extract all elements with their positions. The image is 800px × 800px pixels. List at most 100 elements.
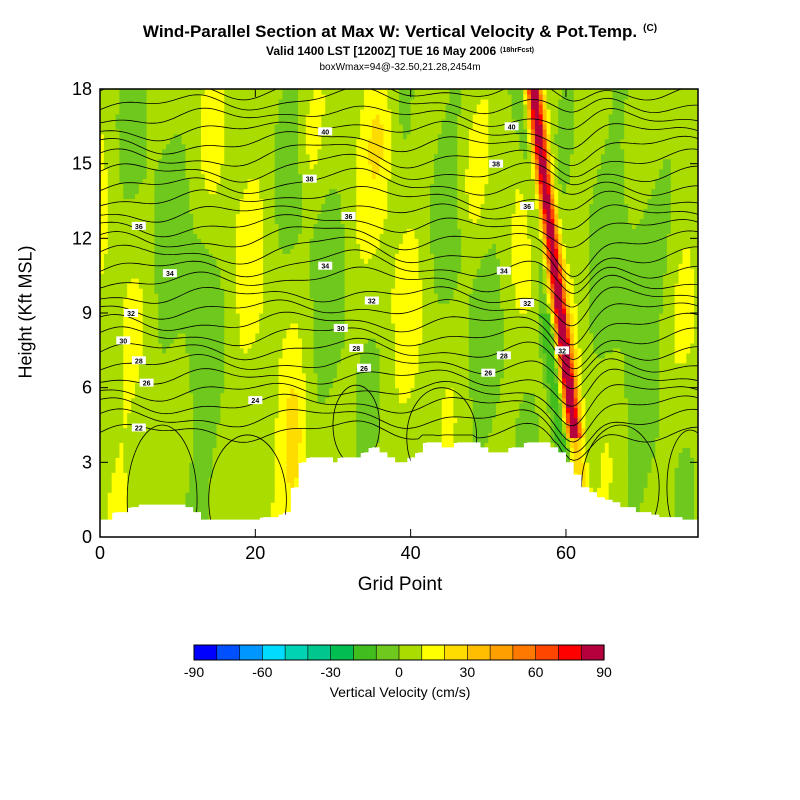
velocity-cell (255, 308, 260, 314)
velocity-cell (243, 308, 249, 314)
velocity-cell (107, 153, 113, 160)
velocity-cell (142, 492, 148, 498)
velocity-cell (228, 467, 233, 473)
velocity-cell (228, 123, 233, 130)
velocity-cell (309, 372, 315, 379)
velocity-cell (162, 143, 167, 150)
velocity-cell (127, 412, 132, 419)
velocity-cell (232, 462, 237, 468)
velocity-cell (193, 278, 198, 284)
velocity-cell (162, 173, 167, 180)
velocity-cell (134, 372, 140, 379)
velocity-cell (317, 173, 322, 180)
velocity-cell (212, 268, 218, 274)
velocity-cell (259, 308, 264, 314)
velocity-cell (313, 432, 319, 439)
velocity-cell (107, 397, 113, 404)
velocity-cell (197, 442, 202, 448)
velocity-cell (111, 168, 117, 175)
velocity-cell (325, 243, 330, 249)
velocity-cell (189, 173, 194, 180)
velocity-cell (150, 178, 155, 185)
velocity-cell (146, 457, 152, 463)
velocity-cell (200, 233, 206, 239)
velocity-cell (193, 268, 198, 274)
velocity-cell (224, 512, 229, 518)
velocity-cell (173, 442, 179, 448)
velocity-cell (325, 168, 330, 175)
velocity-cell (100, 89, 105, 95)
velocity-cell (259, 163, 264, 170)
velocity-cell (251, 248, 256, 254)
velocity-cell (266, 203, 272, 210)
velocity-cell (197, 407, 202, 414)
velocity-cell (100, 173, 105, 180)
velocity-cell (274, 138, 280, 145)
velocity-cell (259, 477, 264, 483)
velocity-cell (185, 213, 190, 220)
velocity-cell (224, 163, 229, 170)
velocity-cell (212, 183, 218, 190)
velocity-cell (309, 168, 315, 175)
velocity-cell (131, 337, 136, 344)
velocity-cell (169, 447, 175, 453)
velocity-cell (290, 133, 295, 140)
velocity-cell (224, 387, 229, 394)
velocity-cell (224, 89, 229, 95)
velocity-cell (146, 158, 152, 165)
velocity-cell (100, 213, 105, 220)
velocity-cell (177, 462, 183, 468)
velocity-cell (166, 288, 171, 294)
velocity-cell (266, 427, 272, 434)
velocity-cell (146, 108, 152, 115)
velocity-cell (294, 442, 299, 448)
velocity-cell (154, 392, 159, 399)
velocity-cell (216, 183, 221, 190)
velocity-cell (216, 352, 221, 359)
velocity-cell (290, 108, 295, 115)
velocity-cell (166, 377, 171, 384)
velocity-cell (216, 417, 221, 424)
velocity-cell (298, 148, 303, 155)
velocity-cell (100, 497, 105, 503)
velocity-cell (255, 447, 260, 453)
velocity-cell (278, 213, 284, 220)
velocity-cell (111, 507, 117, 513)
velocity-cell (166, 337, 171, 344)
velocity-cell (313, 233, 319, 239)
velocity-cell (282, 168, 287, 175)
velocity-cell (247, 298, 253, 304)
velocity-cell (134, 218, 140, 224)
velocity-cell (309, 367, 315, 374)
velocity-cell (220, 347, 225, 354)
velocity-cell (200, 198, 206, 205)
velocity-cell (150, 457, 155, 463)
velocity-cell (216, 89, 221, 95)
velocity-cell (255, 208, 260, 215)
velocity-cell (181, 123, 187, 130)
velocity-cell (212, 123, 218, 130)
velocity-cell (309, 332, 315, 339)
velocity-cell (216, 357, 221, 364)
velocity-cell (100, 238, 105, 244)
velocity-cell (173, 352, 179, 359)
velocity-cell (107, 233, 113, 239)
velocity-cell (290, 288, 295, 294)
velocity-cell (294, 432, 299, 439)
velocity-cell (189, 367, 194, 374)
velocity-cell (317, 412, 322, 419)
velocity-cell (266, 273, 272, 279)
velocity-cell (212, 407, 218, 414)
velocity-cell (111, 233, 117, 239)
velocity-cell (270, 118, 276, 125)
velocity-cell (228, 98, 233, 105)
velocity-cell (224, 298, 229, 304)
velocity-cell (154, 452, 159, 458)
velocity-cell (115, 198, 121, 205)
velocity-cell (181, 213, 187, 220)
velocity-cell (150, 183, 155, 190)
velocity-cell (251, 452, 256, 458)
velocity-cell (115, 273, 121, 279)
velocity-cell (111, 238, 117, 244)
velocity-cell (259, 248, 264, 254)
